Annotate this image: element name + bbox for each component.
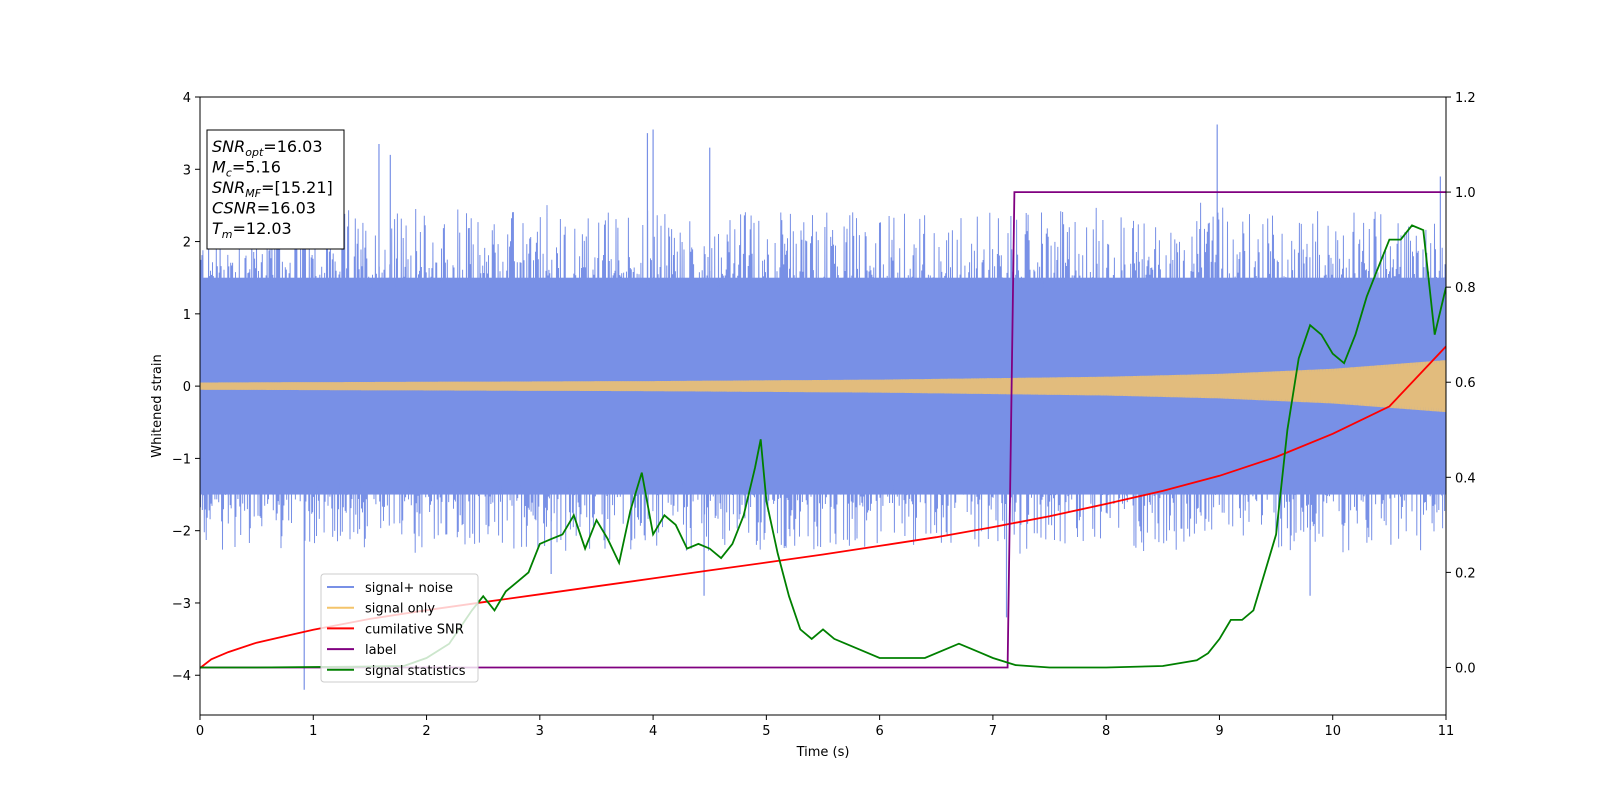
y-right-tick-label: 1.2	[1455, 91, 1476, 106]
annotation-symbol: CSNR	[212, 199, 257, 218]
annotation-value: =16.03	[263, 137, 322, 156]
y-tick-label: 2	[183, 236, 191, 251]
annotation-subscript: c	[226, 167, 232, 180]
annotation-symbol: T	[212, 219, 223, 238]
x-axis-label: Time (s)	[796, 745, 850, 760]
annotation-line: Mc=5.16	[212, 158, 281, 180]
y-right-tick-label: 1.0	[1455, 186, 1476, 201]
annotation-value: =5.16	[232, 158, 281, 177]
x-tick-label: 6	[875, 724, 883, 739]
x-tick-label: 2	[422, 724, 430, 739]
x-tick-label: 10	[1324, 724, 1341, 739]
stats-annotation-box: SNRopt=16.03Mc=5.16SNRMF=[15.21]CSNR=16.…	[206, 129, 345, 250]
series-cumulative-snr	[200, 345, 1446, 669]
y-tick-label: 4	[183, 91, 191, 106]
y-tick-label: 0	[183, 380, 191, 395]
x-tick-label: 5	[762, 724, 770, 739]
annotation-symbol: M	[212, 158, 226, 177]
legend-frame	[320, 573, 479, 683]
y-tick-label: 1	[183, 308, 191, 323]
y-right-tick-label: 0.0	[1455, 661, 1476, 676]
y-tick-label: −4	[172, 669, 191, 684]
annotation-subscript: MF	[245, 187, 261, 200]
annotation-value: =16.03	[257, 199, 316, 218]
annotation-symbol: SNR	[212, 137, 245, 156]
x-tick-label: 3	[536, 724, 544, 739]
x-tick-label: 4	[649, 724, 657, 739]
annotation-line: SNRopt=16.03	[212, 137, 323, 159]
axes-frame	[199, 96, 1447, 716]
legend-label: label	[365, 643, 396, 658]
series-signal-only	[200, 360, 1446, 413]
y-tick-label: −3	[172, 597, 191, 612]
annotation-line: SNRMF=[15.21]	[212, 178, 333, 200]
x-tick-label: 0	[196, 724, 204, 739]
annotation-subscript: m	[222, 228, 233, 241]
y-right-tick-label: 0.2	[1455, 566, 1476, 581]
x-tick-label: 9	[1215, 724, 1223, 739]
x-tick-label: 8	[1102, 724, 1110, 739]
series-label	[200, 191, 1446, 669]
y-right-tick-label: 0.4	[1455, 471, 1476, 486]
y-tick-label: −2	[172, 525, 191, 540]
y-tick-label: −1	[172, 452, 191, 467]
y-axis-label: Whitened strain	[150, 354, 165, 457]
y-tick-label: 3	[183, 163, 191, 178]
annotation-subscript: opt	[245, 146, 264, 159]
series-signal-noise	[200, 202, 1446, 554]
x-tick-label: 7	[989, 724, 997, 739]
annotation-line: Tm=12.03	[212, 219, 292, 241]
legend: signal+ noise signal only cumilative SNR la…	[320, 573, 479, 683]
annotation-frame	[206, 129, 345, 250]
legend-label: cumilative SNR	[365, 622, 464, 637]
annotation-symbol: SNR	[212, 178, 245, 197]
x-tick-label: 1	[309, 724, 317, 739]
y-right-tick-label: 0.8	[1455, 281, 1476, 296]
annotation-line: CSNR=16.03	[212, 199, 316, 218]
legend-label: signal+ noise	[365, 581, 453, 596]
annotation-value: =12.03	[233, 219, 292, 238]
series-signal-statistics	[200, 224, 1446, 669]
y-right-tick-label: 0.6	[1455, 376, 1476, 391]
legend-label: signal only	[365, 602, 435, 617]
x-tick-label: 11	[1438, 724, 1455, 739]
annotation-value: =[15.21]	[261, 178, 333, 197]
legend-label: signal statistics	[365, 664, 466, 679]
